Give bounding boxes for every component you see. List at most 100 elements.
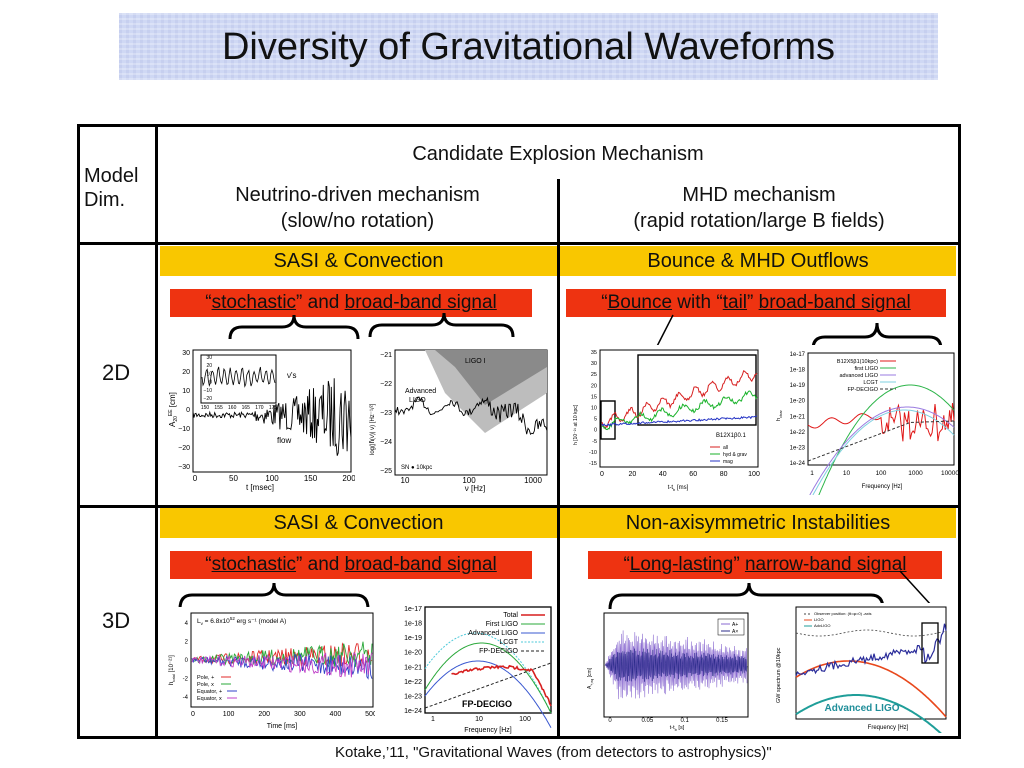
y-tick-label: 1e-20 [404, 650, 422, 657]
model-spectrum-trace [807, 403, 955, 442]
legend-item: AdvLIGO [814, 623, 830, 628]
plot-frame [603, 612, 749, 718]
signal-term: broad-band signal [344, 292, 497, 313]
fp-decigo-curve [807, 420, 954, 462]
plot-2d-mhd-waveform: B12X1β0.1 all hyd & grav mag 35 30 25 20 15 1… [568, 345, 766, 495]
x-axis-subscript: b [673, 487, 676, 492]
legend-item: Pole, x [197, 682, 214, 688]
annotation-flow: flow [277, 436, 291, 445]
legend: Observer position: (θ=φ=0) -axis LIGO Ad… [804, 611, 872, 628]
x-tick-label: 100 [462, 476, 476, 485]
band-3d-sasi: SASI & Convection [160, 508, 557, 538]
y-axis-text: log(|h̃(ν)| ν [370, 427, 376, 455]
y-axis-text: A [587, 685, 593, 689]
y-tick-label: −24 [380, 439, 392, 446]
x-tick-label: 200 [342, 474, 355, 483]
all-trace [601, 370, 758, 430]
y-tick-label: 1e-18 [404, 621, 422, 628]
y-axis-subscript: +,eq [590, 679, 594, 686]
x-tick-label: 50 [229, 474, 238, 483]
legend-item: B12X5β1(10kpc) [837, 359, 878, 365]
y-tick-label: 15 [591, 394, 597, 400]
signal-label-2d-right: “Bounce with “tail” broad-band signal [566, 289, 946, 317]
y-tick-label: 1e-21 [404, 664, 422, 671]
plot-3d-long-svg: A+ A× 0 0.05 0.1 0.15 t-tb [s] A+,eq [cm] [587, 612, 749, 732]
advanced-ligo-curve [807, 406, 955, 499]
x-tick-label: 10000 [941, 470, 958, 477]
x-axis-label: t [msec] [246, 483, 274, 492]
ligo-curve [795, 660, 947, 718]
y-axis-superscript: EE [168, 409, 174, 416]
y-tick-label: -5 [592, 439, 597, 445]
legend-item: advanced LIGO [839, 373, 878, 379]
lcgt-curve [807, 409, 955, 505]
equator-cross-trace [191, 652, 373, 678]
lum-value: = 6.8x10 [203, 618, 230, 625]
y-tick-label: −22 [380, 381, 392, 388]
y-axis-unit: [cm] [168, 392, 177, 409]
col2-header-line2: (rapid rotation/large B fields) [633, 210, 885, 232]
y-tick-label: 1e-23 [404, 693, 422, 700]
plot-frame [192, 349, 352, 473]
col2-header-line1: MHD mechanism [682, 184, 836, 206]
x-axis-subscript: b [675, 727, 678, 731]
ligo1-label: LIGO I [465, 358, 486, 365]
y-tick-label: 4 [185, 621, 189, 627]
plot-3d-long-spectrum: Observer position: (θ=φ=0) -axis LIGO Ad… [770, 603, 956, 739]
y-tick-label: −21 [380, 352, 392, 359]
y-tick-label: 1e-22 [404, 679, 422, 686]
x-tick-label: 1 [810, 470, 814, 477]
y-axis-unit: ) [Hz⁻¹/²] [370, 403, 376, 426]
y-axis-subscript: 20 [173, 416, 179, 422]
super-header: Candidate Explosion Mechanism [412, 143, 704, 165]
hyd-grav-trace [601, 390, 758, 431]
y-tick-label: 2 [185, 640, 189, 646]
a-cross-trace [604, 648, 748, 682]
brace-2d-left-a [228, 314, 360, 340]
plot-2d-waveform: 30 20 10 0 −10 −20 −30 0 50 100 150 200 150 155 160 1… [165, 345, 356, 495]
sn-distance-label: SN ● 10kpc [401, 465, 432, 471]
spectrum-trace [394, 396, 548, 435]
inset-y-tick-label: −20 [204, 396, 213, 402]
legend-item: FP-DECIGO [479, 648, 518, 655]
fp-decigo-label: FP-DECIGO [462, 699, 512, 709]
plot-3d-long-spec-svg: Observer position: (θ=φ=0) -axis LIGO Ad… [776, 606, 947, 739]
legend-item: Total [503, 612, 518, 619]
y-tick-label: −25 [380, 468, 392, 475]
y-tick-label: -15 [589, 461, 597, 467]
y-axis-label: GW spectrum @10kpc [776, 647, 782, 703]
brace-2d-right [811, 322, 943, 350]
gw-spectrum-trace [795, 623, 947, 677]
x-tick-label: 400 [330, 711, 342, 718]
y-tick-label: 25 [591, 372, 597, 378]
legend-item: Equator, x [197, 696, 222, 702]
plot-2d-spectrum-svg: LIGO I Advanced LIGO SN ● 10kpc −21 −22 −2… [370, 349, 548, 493]
y-tick-label: -4 [183, 695, 189, 701]
model-label: B12X1β0.1 [716, 433, 746, 439]
y-axis-label: log(|h̃(ν)| ν) [Hz⁻¹/²] [370, 403, 376, 455]
legend: A+ A× [717, 618, 745, 636]
signal-connector: ” [747, 292, 759, 313]
first-ligo-curve [807, 384, 955, 523]
inset-x-tick-label: 175 [269, 405, 278, 411]
signal-label-3d-right: “Long-lasting” narrow-band signal [588, 551, 942, 579]
inset-y-tick-label: −10 [204, 388, 213, 394]
y-tick-label: 0 [185, 658, 189, 664]
legend-item: LCGT [863, 380, 878, 386]
x-axis-unit: [ms] [675, 485, 688, 491]
legend-hyd: hyd & grav [723, 452, 747, 458]
y-tick-label: 1e-17 [404, 606, 422, 613]
peak-box [921, 622, 939, 664]
x-tick-label: 500 [365, 711, 375, 718]
x-tick-label: 0 [608, 718, 612, 724]
y-tick-label: 30 [182, 350, 190, 357]
signal-term: broad-band signal [344, 554, 497, 575]
legend-item: A× [732, 629, 738, 635]
signal-term: Bounce [607, 292, 673, 313]
lum-symbol: L [197, 618, 201, 625]
plot-frame [807, 352, 955, 466]
x-axis-label: ν [Hz] [465, 484, 485, 493]
y-tick-label: 10 [182, 388, 190, 395]
legend-item: Observer position: (θ=φ=0) -axis [814, 611, 872, 616]
